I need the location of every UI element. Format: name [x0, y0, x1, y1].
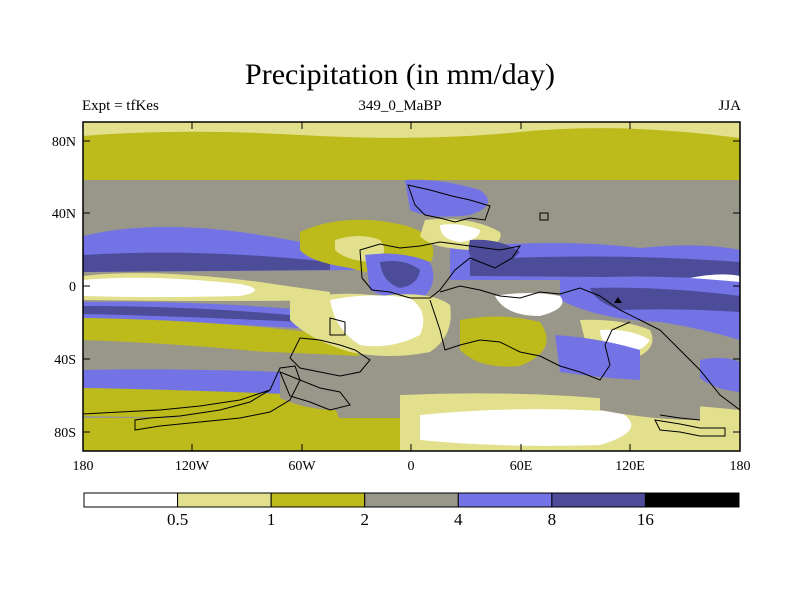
colorbar-label: 0.5	[167, 510, 188, 529]
lon-tick-label: 120E	[615, 459, 645, 474]
colorbar-swatch	[551, 492, 646, 508]
colorbar-label: 8	[548, 510, 557, 529]
lon-tick-label: 180	[73, 459, 94, 474]
contour-field	[83, 122, 740, 451]
colorbar	[83, 492, 740, 508]
colorbar-labels: 0.5 1 2 4 8 16	[167, 510, 654, 529]
colorbar-label: 1	[267, 510, 276, 529]
lat-tick-label: 40S	[54, 353, 76, 368]
colorbar-swatch	[457, 492, 553, 508]
lat-tick-label: 0	[69, 280, 76, 295]
colorbar-label: 16	[637, 510, 654, 529]
lon-tick-label: 180	[730, 459, 751, 474]
page-title: Precipitation (in mm/day)	[245, 58, 555, 91]
marker-icon	[614, 297, 622, 303]
lon-tick-label: 0	[408, 459, 415, 474]
lat-tick-label: 80S	[54, 426, 76, 441]
time-label: 349_0_MaBP	[358, 98, 442, 114]
colorbar-label: 2	[360, 510, 369, 529]
season-label: JJA	[718, 98, 741, 114]
experiment-label: Expt = tfKes	[82, 98, 159, 114]
colorbar-swatch	[83, 492, 179, 508]
colorbar-swatch	[644, 492, 740, 508]
colorbar-swatch	[364, 492, 459, 508]
lon-tick-label: 60W	[288, 459, 316, 474]
lat-tick-label: 80N	[52, 135, 76, 150]
colorbar-label: 4	[454, 510, 463, 529]
lon-tick-label: 120W	[175, 459, 210, 474]
continent-outlines	[83, 184, 740, 437]
lat-tick-label: 40N	[52, 207, 76, 222]
colorbar-swatch	[177, 492, 272, 508]
lon-tick-label: 60E	[510, 459, 533, 474]
colorbar-swatch	[270, 492, 366, 508]
